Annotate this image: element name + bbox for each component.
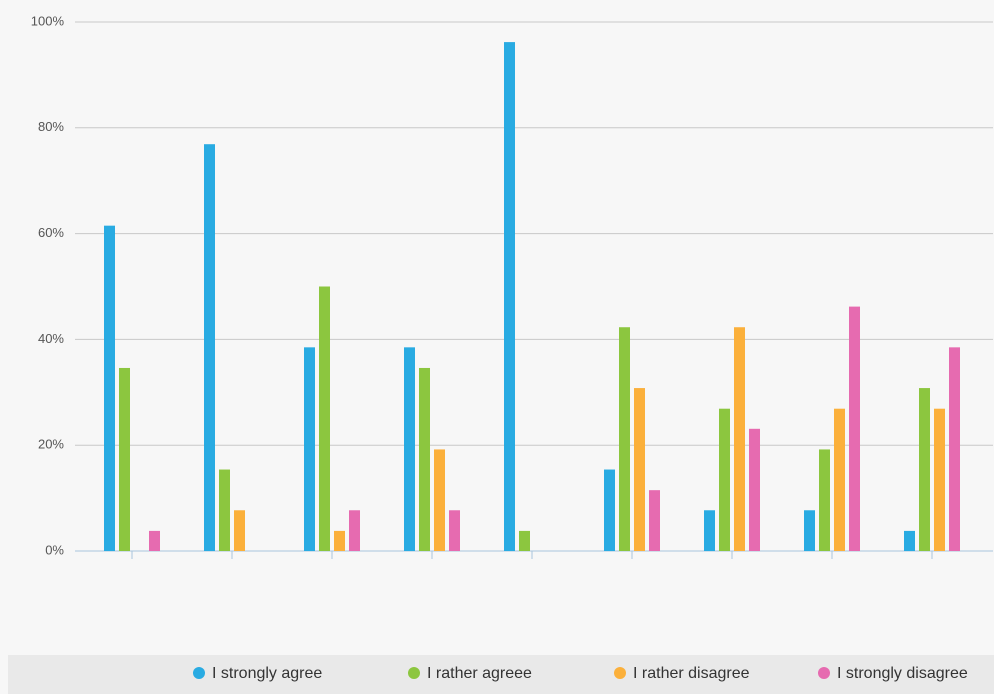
bar	[319, 286, 330, 551]
bar	[904, 530, 915, 551]
bar	[419, 367, 430, 551]
bar	[849, 306, 860, 551]
legend: I strongly agree I rather agreee I rather …	[193, 665, 968, 682]
legend-marker	[193, 667, 205, 679]
bar	[234, 510, 245, 551]
legend-label: I strongly disagree	[837, 665, 968, 682]
bar	[304, 347, 315, 551]
bar	[604, 469, 615, 551]
y-tick-label: 60%	[38, 225, 64, 240]
bar	[204, 144, 215, 551]
bar	[619, 327, 630, 551]
y-tick-label: 80%	[38, 119, 64, 134]
bar	[819, 449, 830, 551]
bar	[934, 408, 945, 551]
bar	[919, 388, 930, 551]
legend-marker	[614, 667, 626, 679]
bar	[804, 510, 815, 551]
legend-marker	[818, 667, 830, 679]
legend-label: I rather agreee	[427, 665, 532, 682]
bar	[734, 327, 745, 551]
bar	[404, 347, 415, 551]
bar	[634, 388, 645, 551]
bar	[649, 490, 660, 551]
bar	[719, 408, 730, 551]
bar	[704, 510, 715, 551]
y-tick-label: 40%	[38, 331, 64, 346]
bar	[149, 530, 160, 551]
bar	[449, 510, 460, 551]
bar	[834, 408, 845, 551]
bar	[749, 428, 760, 551]
y-tick-label: 0%	[45, 542, 64, 557]
bar	[334, 530, 345, 551]
bar	[519, 530, 530, 551]
bar	[504, 42, 515, 552]
bar	[219, 469, 230, 551]
bar	[434, 449, 445, 551]
legend-label: I strongly agree	[212, 665, 322, 682]
bar	[104, 225, 115, 552]
bar	[949, 347, 960, 551]
bar	[119, 367, 130, 551]
y-tick-label: 20%	[38, 437, 64, 452]
bar	[349, 510, 360, 551]
legend-marker	[408, 667, 420, 679]
y-tick-label: 100%	[31, 13, 65, 28]
legend-label: I rather disagree	[633, 665, 750, 682]
